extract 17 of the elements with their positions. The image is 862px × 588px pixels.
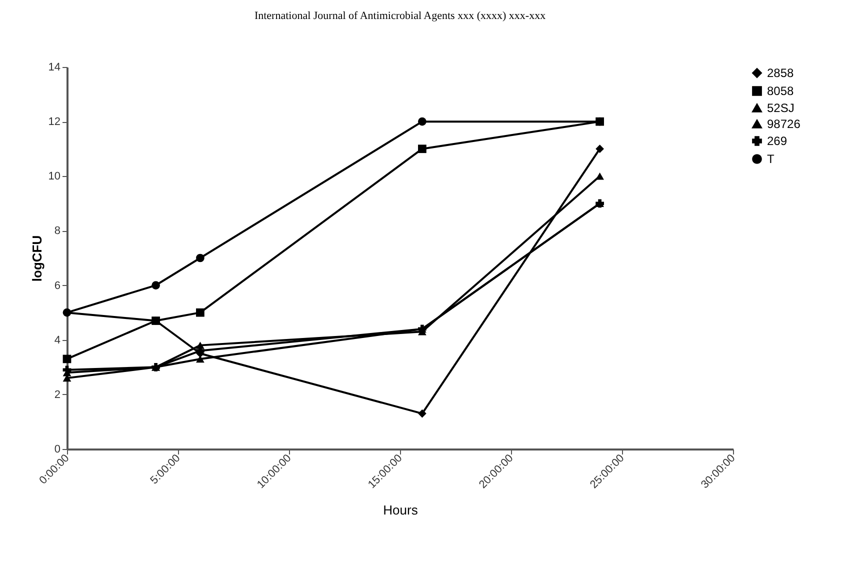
y-tick-label: 4 — [54, 334, 60, 346]
legend-label: 8058 — [767, 84, 794, 98]
legend-label: 2858 — [767, 66, 794, 80]
chart-title: International Journal of Antimicrobial Agents xxx (xxxx) xxx-xxx — [254, 10, 546, 22]
y-tick-label: 2 — [54, 388, 60, 401]
y-tick-label: 0 — [54, 444, 60, 456]
y-tick-label: 12 — [48, 116, 60, 128]
legend-label: 52SJ — [767, 101, 794, 115]
x-axis-title: Hours — [383, 502, 418, 518]
y-tick-label: 10 — [48, 170, 60, 183]
y-tick-label: 14 — [48, 62, 60, 74]
legend-label: T — [767, 152, 775, 166]
y-tick-label: 6 — [54, 280, 60, 292]
y-axis-title: logCFU — [29, 235, 44, 282]
legend-label: 269 — [767, 134, 788, 148]
y-tick-label: 8 — [54, 225, 60, 238]
legend-label: 98726 — [767, 117, 801, 131]
